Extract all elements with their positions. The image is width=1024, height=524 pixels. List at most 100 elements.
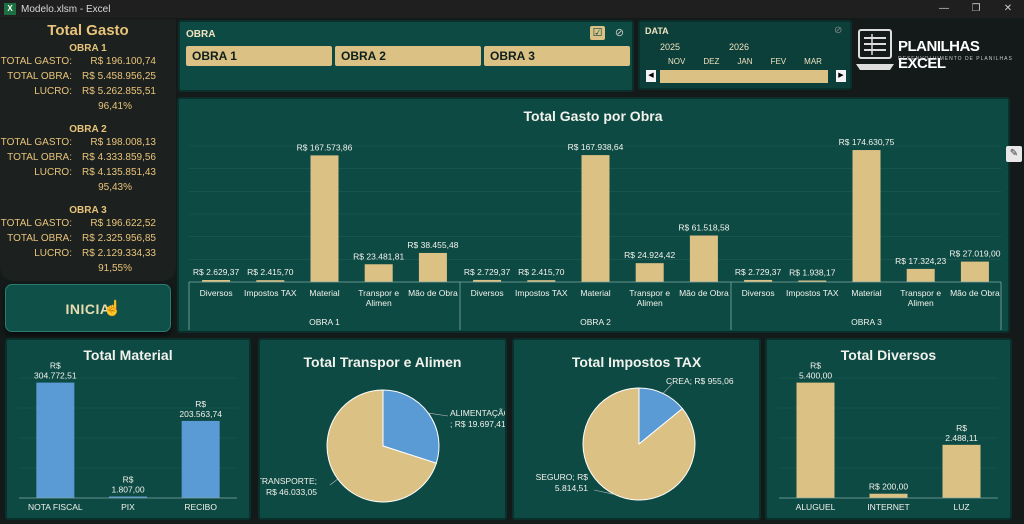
bar[interactable]: [744, 279, 773, 282]
title-bar: X Modelo.xlsm - Excel — ❐ ✕: [0, 0, 1024, 18]
data-label: R$ 38.455,48: [407, 240, 458, 250]
bar[interactable]: [581, 155, 610, 282]
bar[interactable]: [256, 280, 285, 282]
date-timeline: DATA ⊘ 2025 2026 NOV DEZ JAN FEV MAR ◀ ▶: [638, 20, 852, 90]
category-label: NOTA FISCAL: [28, 502, 83, 512]
data-label: ALIMENTAÇÃO: [450, 408, 505, 418]
timeline-range-bar[interactable]: [660, 70, 828, 83]
total-obra-label: TOTAL OBRA:: [7, 233, 72, 244]
chart-filter-icon[interactable]: ✎: [1006, 146, 1022, 162]
data-label: R$ 2.729,37: [464, 267, 511, 277]
lucro-value: R$ 2.129.334,33: [82, 248, 156, 259]
category-label: Material: [309, 288, 339, 298]
data-label: R$ 167.938,64: [568, 142, 624, 152]
timeline-scroll-right-icon[interactable]: ▶: [836, 70, 846, 82]
data-label: SEGURO; R$: [536, 472, 589, 482]
bar[interactable]: [852, 150, 881, 282]
category-label: Transpor e: [900, 288, 941, 298]
bar[interactable]: [202, 280, 231, 282]
bar[interactable]: [181, 420, 220, 498]
bar[interactable]: [942, 444, 981, 498]
chart-title: Total Transpor e Alimen: [304, 354, 462, 370]
category-label: Mão de Obra: [950, 288, 1000, 298]
group-label: OBRA 3: [851, 317, 882, 327]
group-label: OBRA 1: [309, 317, 340, 327]
data-label: R$ 2.629,37: [193, 267, 240, 277]
data-label: 5.400,00: [799, 371, 832, 381]
hand-cursor-icon: ☝: [103, 300, 122, 317]
clear-filter-icon[interactable]: ⊘: [614, 27, 625, 39]
obra-summary-title: OBRA 2: [69, 124, 107, 135]
data-label: R$ 46.033,05: [266, 487, 317, 497]
bar[interactable]: [689, 235, 718, 282]
category-label: PIX: [121, 502, 135, 512]
total-transpor-chart: Total Transpor e Alimen ALIMENTAÇÃO; R$ 1…: [260, 354, 505, 503]
bar[interactable]: [869, 493, 908, 498]
bar[interactable]: [960, 261, 989, 282]
data-label: R$: [123, 475, 134, 485]
slicer-item-obra-2[interactable]: OBRA 2: [335, 46, 481, 66]
month-dez[interactable]: DEZ: [703, 57, 720, 66]
close-button[interactable]: ✕: [1003, 3, 1013, 14]
bar[interactable]: [635, 263, 664, 282]
slicer-item-obra-3[interactable]: OBRA 3: [484, 46, 630, 66]
lucro-percent: 91,55%: [98, 263, 132, 274]
bar[interactable]: [364, 264, 393, 282]
data-label: R$: [50, 361, 61, 371]
timeline-scroll-left-icon[interactable]: ◀: [646, 70, 656, 82]
category-label: Transpor e: [358, 288, 399, 298]
pie-slice[interactable]: [382, 389, 440, 464]
logo-text: PLANILHAS EXCEL: [898, 38, 980, 72]
bar[interactable]: [310, 155, 339, 282]
data-label: R$: [810, 361, 821, 371]
data-label: 5.814,51: [555, 483, 588, 493]
bar[interactable]: [798, 280, 827, 283]
category-label: Transpor e: [629, 288, 670, 298]
month-jan[interactable]: JAN: [737, 57, 753, 66]
leader-line: [662, 383, 673, 394]
window-title: Modelo.xlsm - Excel: [21, 3, 111, 15]
data-label: R$ 27.019,00: [949, 249, 1000, 259]
category-label: Diversos: [742, 288, 775, 298]
total-gasto-label: TOTAL GASTO:: [0, 218, 72, 229]
bar[interactable]: [109, 496, 147, 499]
data-label: R$ 61.518,58: [678, 223, 729, 233]
bar[interactable]: [36, 382, 75, 498]
bar[interactable]: [473, 279, 502, 282]
total-gasto-label: TOTAL GASTO:: [0, 56, 72, 67]
slicer-item-obra-1[interactable]: OBRA 1: [186, 46, 332, 66]
total-obra-value: R$ 5.458.956,25: [82, 71, 156, 82]
data-label: R$ 23.481,81: [353, 251, 404, 261]
month-mar[interactable]: MAR: [804, 57, 822, 66]
data-label: R$ 17.324,23: [895, 256, 946, 266]
year-2026: 2026: [729, 42, 750, 52]
excel-icon: X: [4, 3, 16, 15]
bar[interactable]: [418, 252, 447, 282]
data-label: 304.772,51: [34, 371, 77, 381]
category-label: Diversos: [200, 288, 233, 298]
month-fev[interactable]: FEV: [770, 57, 787, 66]
data-label: 2.488,11: [945, 433, 978, 443]
bar[interactable]: [796, 382, 835, 498]
category-label: Mão de Obra: [679, 288, 729, 298]
total-gasto-por-obra-chart: Total Gasto por Obra R$ 2.629,37 Diversos R…: [188, 108, 1002, 330]
laptop-icon: [856, 29, 894, 70]
category-label: Impostos TAX: [786, 288, 839, 298]
bar[interactable]: [527, 280, 556, 282]
total-material-panel: Total Material R$ 304.772,51 NOTA FISCAL R$ 1…: [5, 338, 251, 520]
total-obra-value: R$ 2.325.956,85: [82, 233, 156, 244]
minimize-button[interactable]: —: [939, 3, 949, 14]
multi-select-icon[interactable]: ☑: [590, 26, 605, 40]
category-label: Alimen: [908, 298, 934, 308]
timeline-filter-icon[interactable]: ⊘: [834, 25, 843, 36]
total-obra-label: TOTAL OBRA:: [7, 152, 72, 163]
total-gasto-value: R$ 196.100,74: [90, 56, 156, 67]
category-label: Alimen: [637, 298, 663, 308]
inicia-button[interactable]: INICIA: [5, 284, 171, 332]
month-nov[interactable]: NOV: [668, 57, 686, 66]
obra-summary-1: OBRA 1 TOTAL GASTO: R$ 196.100,74 TOTAL OBR…: [0, 43, 176, 120]
restore-button[interactable]: ❐: [971, 3, 981, 14]
pie-slice[interactable]: [582, 387, 696, 501]
bar[interactable]: [906, 268, 935, 282]
data-label: R$ 2.415,70: [247, 267, 294, 277]
